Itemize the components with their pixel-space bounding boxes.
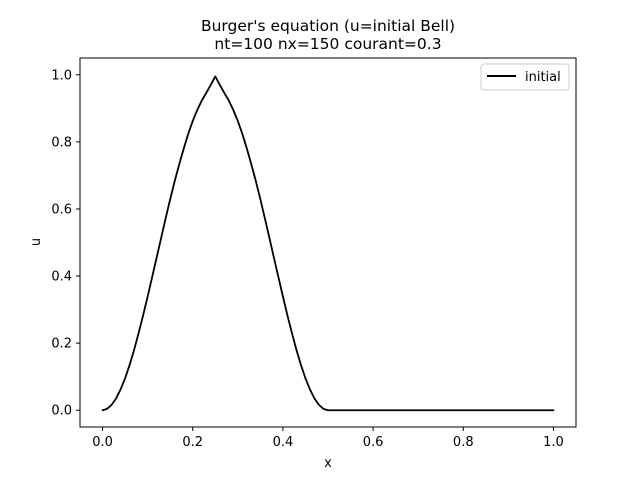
x-tick-label: 0.2 [182, 435, 203, 450]
x-tick-label: 0.0 [92, 435, 113, 450]
y-tick-label: 1.0 [51, 68, 72, 83]
series-layer [101, 75, 555, 412]
y-tick-label: 0.6 [51, 202, 72, 217]
ticks-layer: 0.0 0.2 0.4 0.6 0.8 1.0 0.0 0.2 0.4 0.6 0.8 1.0 [51, 68, 563, 450]
legend: initial [480, 63, 570, 91]
plot-area-frame [79, 57, 577, 428]
x-tick-label: 1.0 [543, 435, 564, 450]
legend-label-initial: initial [525, 70, 561, 85]
x-tick-label: 0.6 [363, 435, 384, 450]
chart-title-line2: nt=100 nx=150 courant=0.3 [214, 35, 441, 53]
x-tick-label: 0.4 [273, 435, 294, 450]
legend-box [480, 63, 570, 91]
series-line-initial [101, 75, 555, 412]
y-tick-label: 0.2 [51, 337, 72, 352]
x-axis-label: x [324, 456, 332, 471]
y-tick-label: 0.8 [51, 135, 72, 150]
y-axis-label: u [29, 238, 44, 246]
y-tick-label: 0.0 [51, 404, 72, 419]
y-tick-label: 0.4 [51, 270, 72, 285]
chart-title-line1: Burger's equation (u=initial Bell) [201, 17, 455, 35]
x-tick-label: 0.8 [453, 435, 474, 450]
